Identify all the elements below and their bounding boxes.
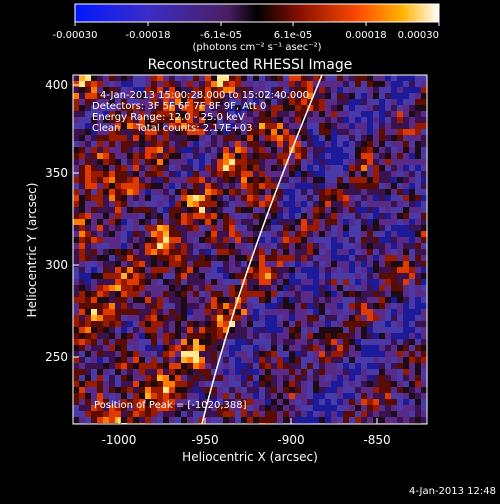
colorbar: -0.00030 -0.00018 -6.1e-05 6.1e-05 0.000… xyxy=(53,3,440,53)
x-axis-label: Heliocentric X (arcsec) xyxy=(182,450,318,464)
plot-frame xyxy=(72,74,428,425)
colorbar-units: (photons cm⁻² s⁻¹ asec⁻²) xyxy=(192,42,321,53)
y-tick-label: 250 xyxy=(45,350,68,364)
image-pixels xyxy=(73,75,427,424)
colorbar-tick-label: -0.00030 xyxy=(53,30,98,41)
x-tick-label: -850 xyxy=(363,433,390,447)
y-axis-label: Heliocentric Y (arcsec) xyxy=(25,183,39,318)
time-range-text: 4-Jan-2013 15:00:28.000 to 15:02:40.000 xyxy=(100,90,309,101)
colorbar-tick-label: -0.00018 xyxy=(126,30,171,41)
footer-timestamp: 4-Jan-2013 12:48 xyxy=(409,486,496,497)
energy-range-text: Energy Range: 12.0 - 25.0 keV xyxy=(92,112,245,123)
colorbar-tick-label: 0.00030 xyxy=(398,30,439,41)
colorbar-tick-label: -6.1e-05 xyxy=(200,30,242,41)
clean-counts-text: Clean Total counts: 2.17E+03 xyxy=(92,123,252,134)
x-axis: -1000 -950 -900 -850 Heliocentric X (arc… xyxy=(102,418,391,464)
colorbar-gradient xyxy=(74,3,440,23)
peak-position-text: Position of Peak = [-1020,388] xyxy=(94,400,247,411)
x-tick-label: -900 xyxy=(277,433,304,447)
x-tick-label: -1000 xyxy=(102,433,137,447)
y-tick-label: 300 xyxy=(45,258,68,272)
y-tick-label: 400 xyxy=(45,78,68,92)
colorbar-tick-label: 0.00018 xyxy=(345,30,386,41)
detectors-text: Detectors: 3F 5F 6F 7F 8F 9F, Att 0 xyxy=(92,101,266,112)
y-tick-label: 350 xyxy=(45,166,68,180)
x-tick-label: -950 xyxy=(191,433,218,447)
image-panel xyxy=(73,75,427,424)
observation-annotations: 4-Jan-2013 15:00:28.000 to 15:02:40.000 … xyxy=(92,90,309,411)
solar-limb-line xyxy=(201,75,323,424)
plot-title: Reconstructed RHESSI Image xyxy=(148,57,353,73)
colorbar-tick-label: 6.1e-05 xyxy=(274,30,312,41)
y-axis: 400 350 300 250 Heliocentric Y (arcsec) xyxy=(25,78,79,364)
